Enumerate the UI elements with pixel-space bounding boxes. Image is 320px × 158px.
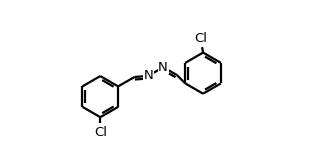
Text: N: N <box>144 70 153 82</box>
Text: Cl: Cl <box>94 126 107 139</box>
Text: N: N <box>158 61 168 74</box>
Text: Cl: Cl <box>195 32 208 45</box>
